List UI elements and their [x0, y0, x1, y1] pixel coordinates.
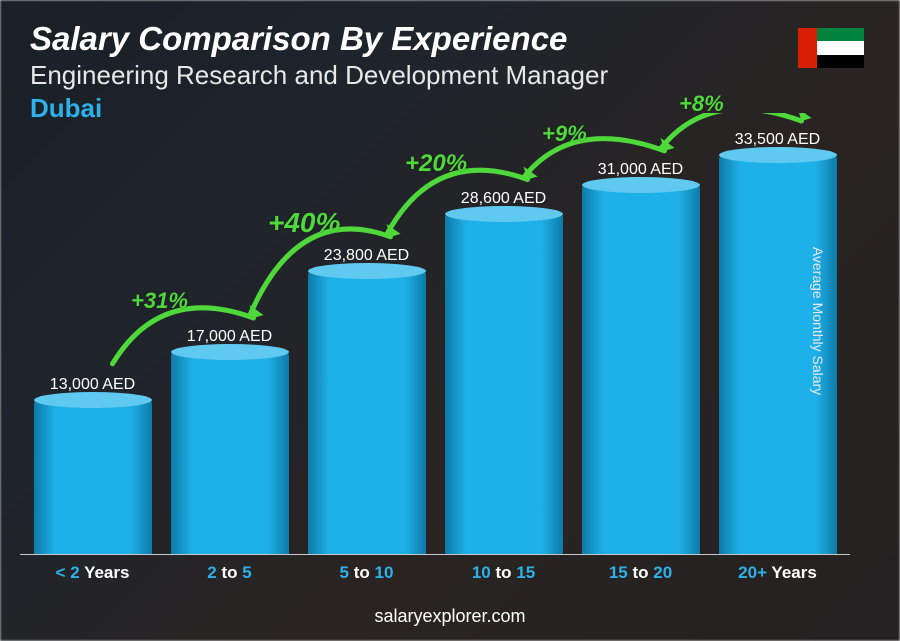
bar: [308, 271, 426, 555]
increase-percentage: +40%: [268, 207, 340, 239]
category-label: 20+ Years: [738, 563, 817, 583]
bar-value-label: 28,600 AED: [461, 190, 546, 208]
bar-group: 28,600 AED 10 to 15: [441, 190, 566, 583]
bar-group: 31,000 AED15 to 20: [578, 161, 703, 583]
chart-subtitle: Engineering Research and Development Man…: [30, 60, 870, 91]
bar-top-ellipse: [34, 392, 152, 408]
bar-top-ellipse: [582, 177, 700, 193]
footer-source: salaryexplorer.com: [0, 606, 900, 627]
category-label: 5 to 10: [340, 563, 394, 583]
increase-percentage: +9%: [542, 121, 587, 147]
bar-top-ellipse: [719, 147, 837, 163]
category-label: 15 to 20: [609, 563, 672, 583]
bar: [445, 214, 563, 555]
bar-group: 13,000 AED< 2 Years: [30, 376, 155, 583]
category-label: 10 to 15: [472, 563, 535, 583]
bar-group: 17,000 AED2 to 5: [167, 328, 292, 583]
bar-group: 23,800 AED5 to 10: [304, 247, 429, 583]
bar: [582, 185, 700, 555]
content-wrapper: Salary Comparison By Experience Engineer…: [0, 0, 900, 641]
bar: [171, 352, 289, 555]
category-label: < 2 Years: [56, 563, 130, 583]
chart-title: Salary Comparison By Experience: [30, 20, 870, 58]
bar-top-ellipse: [308, 263, 426, 279]
category-label: 2 to 5: [207, 563, 251, 583]
bar: [34, 400, 152, 555]
y-axis-label: Average Monthly Salary: [810, 246, 826, 394]
increase-percentage: +31%: [131, 288, 188, 314]
bar-chart: 13,000 AED< 2 Years17,000 AED2 to 523,80…: [30, 113, 840, 583]
uae-flag-icon: [798, 28, 864, 68]
flag-band-red: [798, 28, 817, 68]
bar-top-ellipse: [171, 344, 289, 360]
header: Salary Comparison By Experience Engineer…: [30, 20, 870, 124]
bar-top-ellipse: [445, 206, 563, 222]
increase-percentage: +20%: [405, 150, 467, 178]
